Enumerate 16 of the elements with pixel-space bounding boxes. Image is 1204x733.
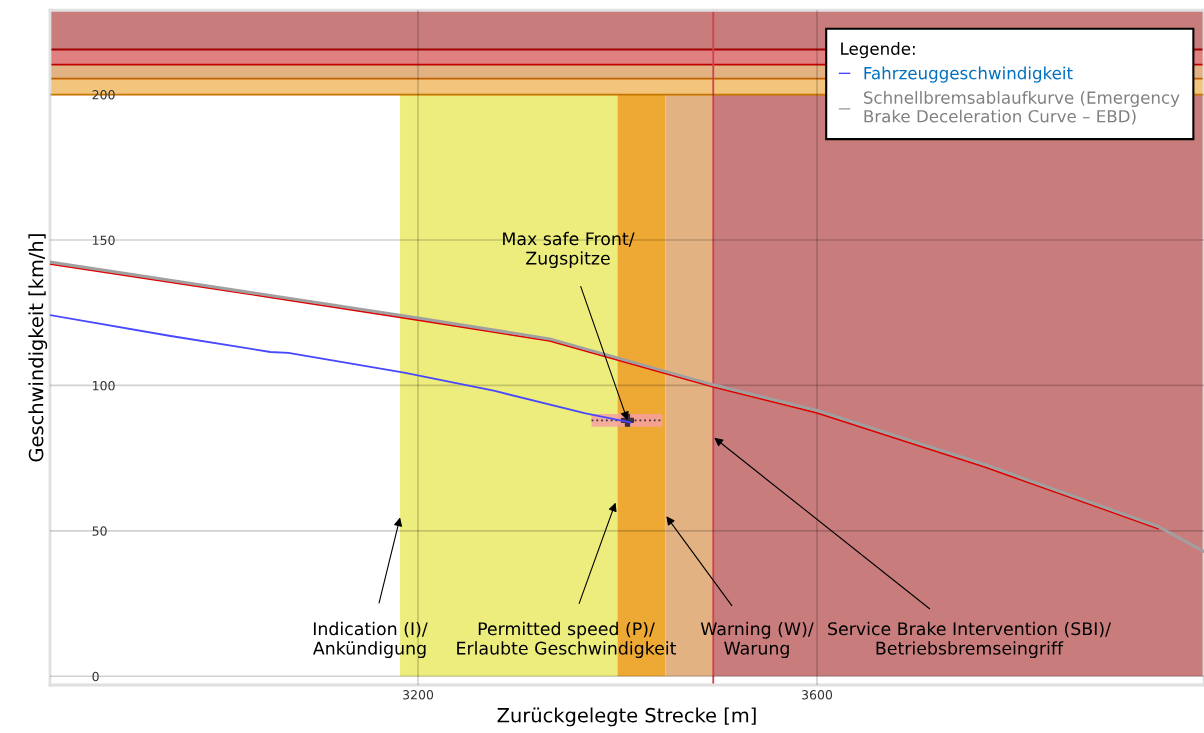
annotation: Warning (W)/ Warung bbox=[700, 621, 814, 659]
annotation: Permitted speed (P)/ Erlaubte Geschwindigkeit bbox=[457, 621, 677, 659]
annotation: Max safe Front/ Zugspitze bbox=[503, 231, 635, 269]
legend-label: Schnellbremsablaufkurve (Emergency Brake Deceleration Curve – EBD) bbox=[863, 90, 1180, 125]
y-tick-label: 200 bbox=[92, 90, 115, 100]
y-tick-label: 50 bbox=[92, 526, 107, 536]
legend-label: Fahrzeuggeschwindigkeit bbox=[864, 66, 1073, 83]
y-tick-label: 0 bbox=[92, 671, 99, 682]
y-tick-label: 100 bbox=[93, 380, 115, 391]
x-tick-label: 3200 bbox=[403, 690, 434, 700]
annotation: Service Brake Intervention (SBI)/ Betriebsbremseingriff bbox=[828, 621, 1111, 659]
x-tick-label: 3600 bbox=[802, 690, 833, 700]
y-tick-label: 150 bbox=[93, 235, 115, 245]
y-axis-title: Geschwindigkeit [km/h] bbox=[28, 234, 48, 462]
x-axis-title: Zurückgelegte Strecke [m] bbox=[497, 707, 756, 727]
legend-title: Legende: bbox=[841, 42, 915, 59]
